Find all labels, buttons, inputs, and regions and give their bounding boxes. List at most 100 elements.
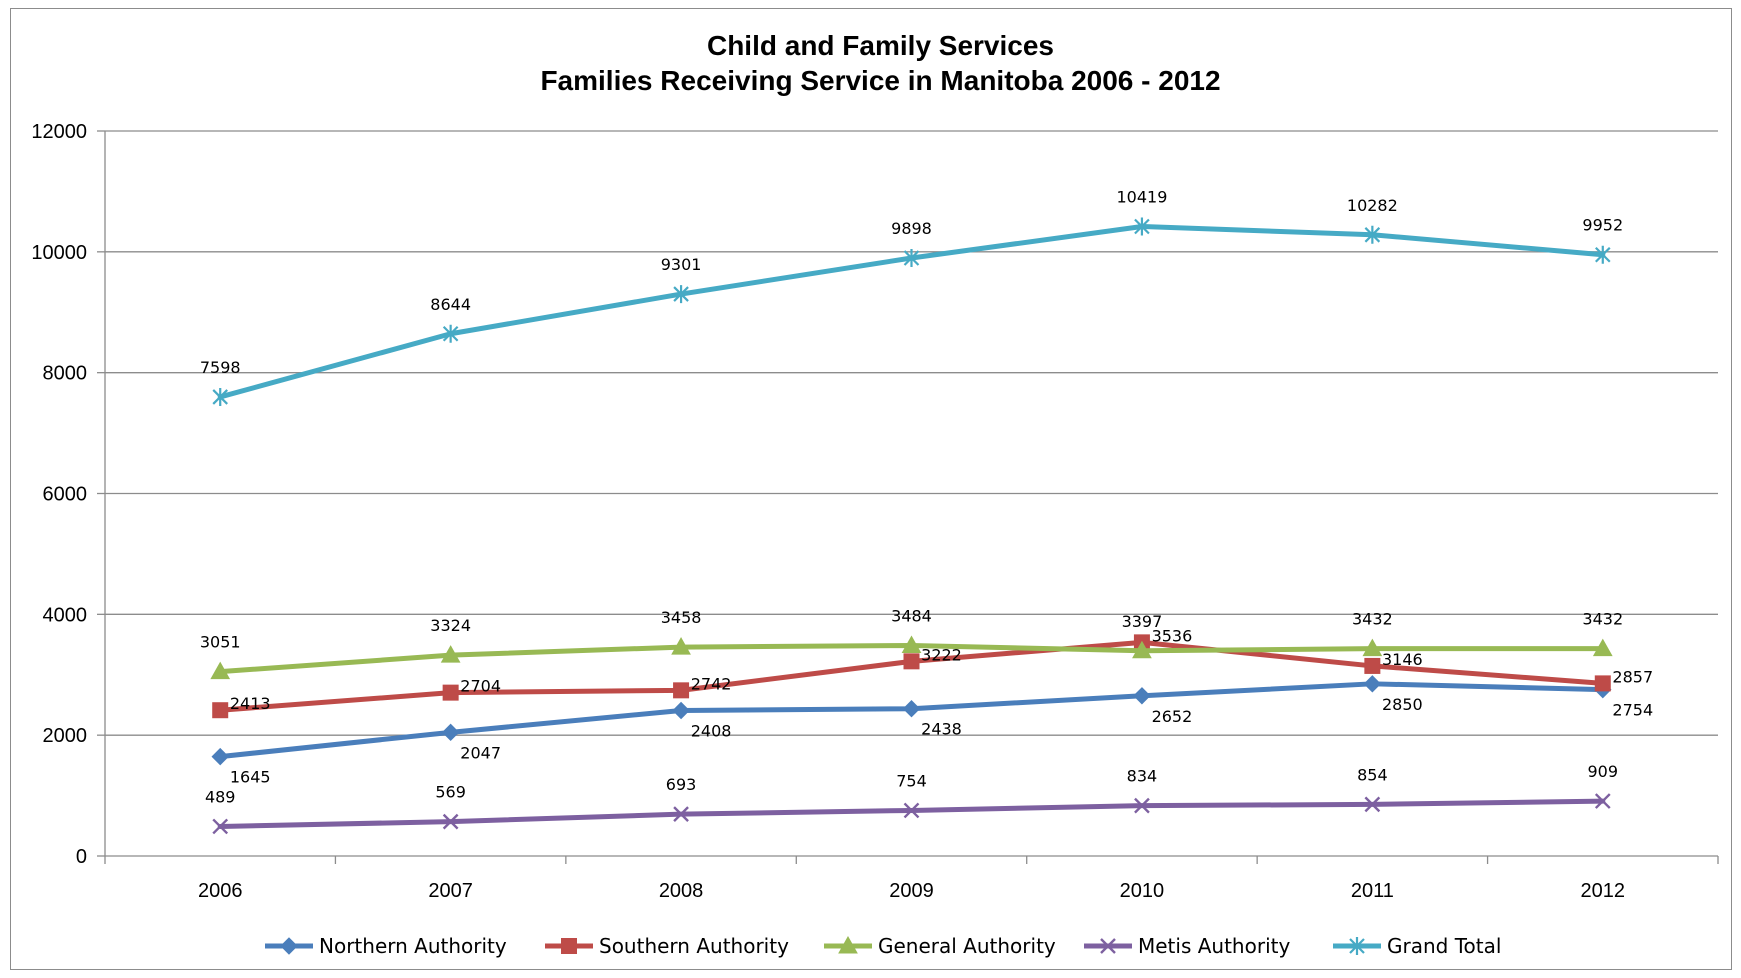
legend-swatch xyxy=(822,936,874,956)
data-point xyxy=(212,818,229,835)
legend-swatch xyxy=(1331,936,1383,956)
data-label: 3432 xyxy=(1352,610,1393,629)
data-point xyxy=(1364,225,1381,244)
data-label: 7598 xyxy=(200,358,241,377)
data-label: 2047 xyxy=(460,743,501,762)
data-point xyxy=(903,802,920,819)
legend-swatch xyxy=(1082,936,1134,956)
y-tick-label: 8000 xyxy=(43,363,88,385)
series-southern-authority xyxy=(212,634,1611,719)
x-tick-label: 2009 xyxy=(889,880,934,902)
data-label: 2857 xyxy=(1612,667,1653,686)
data-point xyxy=(1594,675,1611,692)
data-label: 489 xyxy=(205,787,236,806)
y-tick-label: 0 xyxy=(76,846,87,868)
data-point xyxy=(442,324,459,343)
x-tick-label: 2007 xyxy=(428,880,473,902)
data-point xyxy=(1595,245,1611,264)
data-label: 9301 xyxy=(661,255,702,274)
x-tick-label: 2012 xyxy=(1581,880,1626,902)
legend-label: General Authority xyxy=(878,934,1056,958)
series-line xyxy=(217,798,1606,829)
data-label: 9952 xyxy=(1582,216,1623,235)
data-label: 8644 xyxy=(430,295,471,314)
data-label: 2850 xyxy=(1382,695,1423,714)
data-label: 3397 xyxy=(1122,612,1163,631)
legend-item: Southern Authority xyxy=(543,928,789,964)
data-label: 2438 xyxy=(921,720,962,739)
data-point xyxy=(673,806,689,822)
data-point xyxy=(1592,638,1613,657)
data-point xyxy=(1364,796,1381,813)
legend-marker xyxy=(561,938,577,954)
legend-item: General Authority xyxy=(822,928,1056,964)
data-point xyxy=(1363,675,1382,693)
gridlines xyxy=(97,130,1718,857)
series-general-authority xyxy=(210,635,1613,680)
data-label: 1645 xyxy=(230,768,271,787)
data-point xyxy=(442,684,459,701)
x-tick-label: 2008 xyxy=(659,880,704,902)
legend-label: Metis Authority xyxy=(1138,934,1291,958)
legend-marker xyxy=(838,936,858,954)
data-point xyxy=(673,682,690,699)
data-label: 2652 xyxy=(1152,707,1193,726)
data-label: 854 xyxy=(1357,765,1388,784)
data-label: 3484 xyxy=(891,607,932,626)
legend-item: Grand Total xyxy=(1331,928,1501,964)
chart-legend: Northern Authority Southern Authority Gene… xyxy=(0,928,1741,964)
data-label: 3051 xyxy=(200,633,241,652)
legend-label: Grand Total xyxy=(1387,934,1502,958)
legend-marker xyxy=(280,937,298,955)
data-label: 754 xyxy=(896,771,927,790)
data-point xyxy=(210,661,231,680)
data-label: 9898 xyxy=(891,219,932,238)
legend-label: Southern Authority xyxy=(599,934,789,958)
data-label: 909 xyxy=(1588,762,1619,781)
chart-title: Child and Family Services xyxy=(706,30,1055,61)
series-grand-total xyxy=(212,217,1611,406)
data-label: 3458 xyxy=(661,608,702,627)
data-point xyxy=(673,285,689,304)
data-point xyxy=(212,702,229,719)
x-tick-label: 2006 xyxy=(198,880,243,902)
data-label: 2413 xyxy=(230,694,271,713)
data-point xyxy=(1594,793,1611,809)
data-label: 2704 xyxy=(460,677,501,696)
data-label: 3146 xyxy=(1382,650,1423,669)
data-point xyxy=(903,248,920,267)
series-northern-authority xyxy=(211,675,1612,766)
data-label: 3222 xyxy=(921,645,962,664)
data-point xyxy=(1133,687,1151,705)
data-label: 10282 xyxy=(1347,196,1398,215)
data-label: 693 xyxy=(666,775,697,794)
data-point xyxy=(903,653,920,670)
legend-item: Metis Authority xyxy=(1082,928,1290,964)
data-point xyxy=(1364,657,1381,674)
data-label: 3536 xyxy=(1152,626,1193,645)
data-point xyxy=(212,387,228,406)
legend-swatch xyxy=(263,936,315,956)
y-tick-label: 4000 xyxy=(43,604,88,626)
data-point xyxy=(211,747,229,766)
series-metis-authority xyxy=(212,793,1611,835)
data-label: 2742 xyxy=(691,674,732,693)
data-point xyxy=(1362,638,1383,657)
data-point xyxy=(1134,217,1150,236)
data-label: 834 xyxy=(1127,767,1158,786)
data-label: 3432 xyxy=(1582,610,1623,629)
y-tick-label: 2000 xyxy=(43,725,88,747)
x-tick-label: 2011 xyxy=(1351,880,1394,902)
data-label: 10419 xyxy=(1116,188,1167,207)
data-label: 2408 xyxy=(691,722,732,741)
data-point xyxy=(901,635,922,654)
data-point xyxy=(671,637,691,655)
x-tick-label: 2010 xyxy=(1120,880,1165,902)
data-label: 3324 xyxy=(430,616,471,635)
y-tick-label: 10000 xyxy=(31,242,87,264)
data-point xyxy=(672,701,690,720)
chart-subtitle: Families Receiving Service in Manitoba 2… xyxy=(540,65,1221,96)
data-point xyxy=(440,645,461,663)
data-point xyxy=(441,723,460,742)
